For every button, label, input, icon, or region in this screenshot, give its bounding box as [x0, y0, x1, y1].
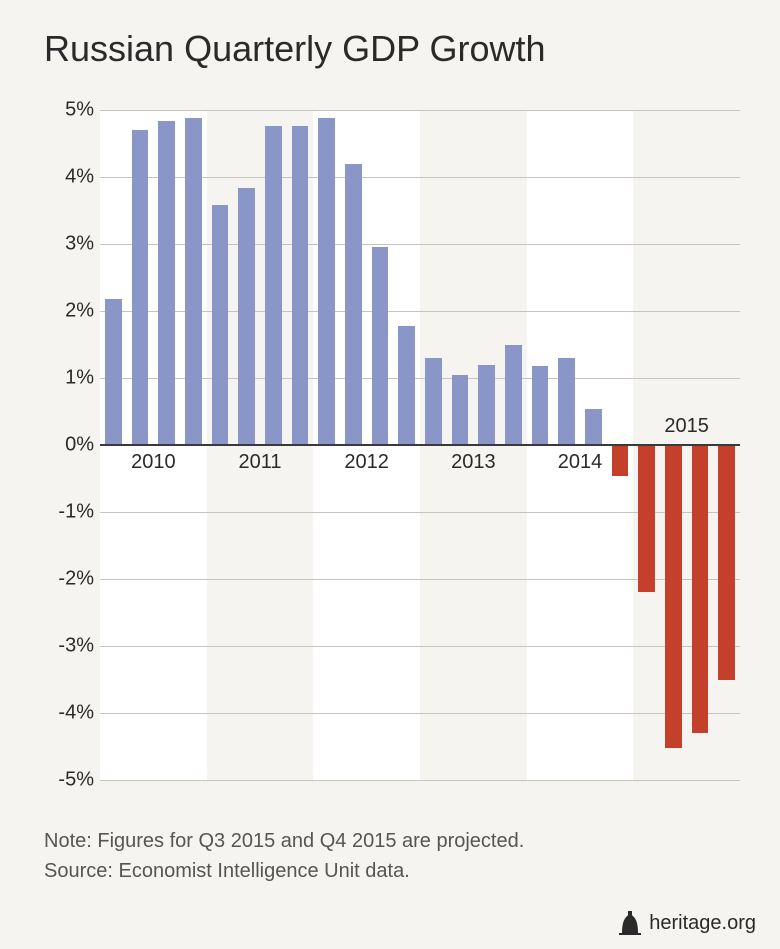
bar — [505, 345, 522, 446]
y-tick-label: -4% — [44, 702, 94, 725]
gridline — [100, 110, 740, 111]
chart-note: Note: Figures for Q3 2015 and Q4 2015 ar… — [44, 830, 524, 853]
y-tick-label: -1% — [44, 501, 94, 524]
bar — [158, 121, 175, 445]
bar — [612, 445, 629, 476]
zero-line — [100, 444, 740, 446]
bar — [585, 409, 602, 445]
x-year-label: 2012 — [344, 451, 389, 474]
bar — [718, 445, 735, 680]
bar — [212, 205, 229, 445]
plot-region: 2010 2011 2012 2013 2014 2015 — [100, 110, 740, 780]
bar — [638, 445, 655, 592]
bar — [665, 445, 682, 748]
heritage-bell-icon — [619, 911, 641, 935]
bar — [318, 118, 335, 445]
x-year-label: 2011 — [238, 451, 281, 474]
y-tick-label: -5% — [44, 769, 94, 792]
bar — [452, 375, 469, 445]
chart-source: Source: Economist Intelligence Unit data… — [44, 860, 410, 883]
bar — [558, 358, 575, 445]
bar — [345, 164, 362, 445]
attribution: heritage.org — [619, 911, 756, 935]
bar — [478, 365, 495, 445]
bar — [372, 247, 389, 445]
bar — [398, 326, 415, 445]
bar — [425, 358, 442, 445]
bar — [692, 445, 709, 733]
y-tick-label: 5% — [44, 99, 94, 122]
bar — [185, 118, 202, 445]
chart-area: -5% -4% -3% -2% -1% 0% 1% 2% 3% 4% 5% 2010 2011 2012… — [44, 100, 744, 800]
bar — [238, 188, 255, 445]
y-tick-label: 0% — [44, 434, 94, 457]
bar — [265, 126, 282, 445]
gridline — [100, 713, 740, 714]
bar — [292, 126, 309, 445]
y-tick-label: 3% — [44, 233, 94, 256]
bar — [105, 299, 122, 445]
x-year-label: 2014 — [558, 451, 603, 474]
chart-title: Russian Quarterly GDP Growth — [0, 0, 780, 70]
x-year-label: 2010 — [131, 451, 176, 474]
gridline — [100, 780, 740, 781]
bar — [532, 366, 549, 445]
y-tick-label: 1% — [44, 367, 94, 390]
bar — [132, 130, 149, 445]
y-tick-label: 4% — [44, 166, 94, 189]
gridline — [100, 646, 740, 647]
x-year-label: 2015 — [664, 415, 709, 438]
y-tick-label: -3% — [44, 635, 94, 658]
y-tick-label: -2% — [44, 568, 94, 591]
x-year-label: 2013 — [451, 451, 496, 474]
attribution-text: heritage.org — [649, 912, 756, 935]
y-tick-label: 2% — [44, 300, 94, 323]
